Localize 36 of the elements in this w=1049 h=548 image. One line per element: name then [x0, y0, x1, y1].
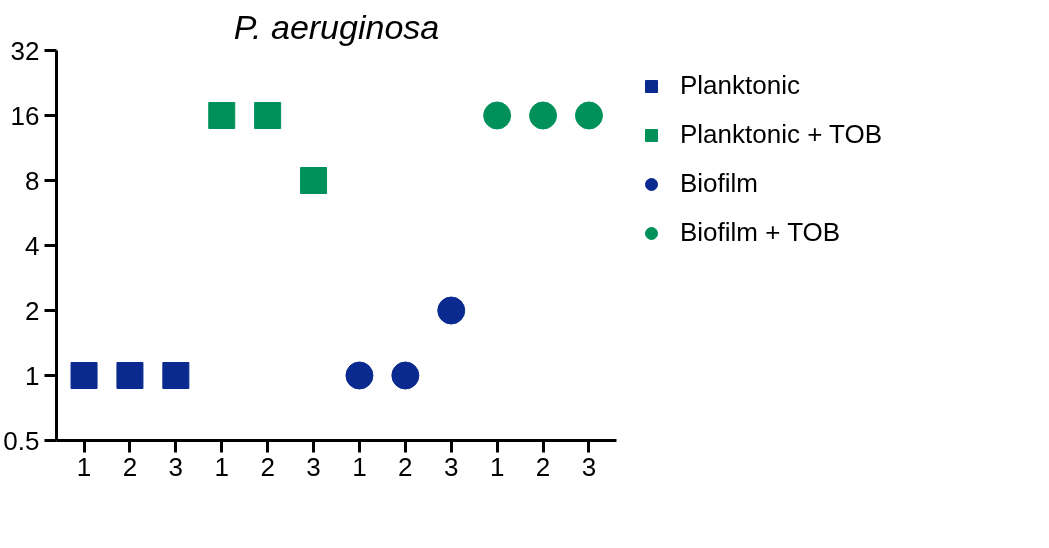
point: [254, 102, 282, 129]
x-tick-label: 2: [122, 451, 138, 482]
point: [345, 361, 374, 390]
y-tick-label: 16: [10, 100, 40, 131]
point: [483, 101, 512, 130]
x-tick-label: 1: [489, 451, 505, 482]
x-tick-label: 3: [306, 451, 321, 482]
point: [208, 102, 236, 129]
chart-title: P. aeruginosa: [233, 7, 440, 46]
legend-label: Biofilm: [680, 168, 759, 199]
x-tick-label: 2: [260, 451, 275, 482]
x-tick-label: 1: [76, 451, 92, 482]
legend-label: Planktonic + TOB: [680, 119, 883, 150]
y-tick-label: 0.5: [3, 425, 40, 456]
legend-label: Biofilm + TOB: [680, 217, 841, 248]
legend-label: Planktonic: [680, 70, 800, 101]
point: [391, 361, 420, 390]
y-tick-label: 1: [25, 360, 40, 391]
x-tick-label: 1: [352, 451, 367, 482]
point: [574, 101, 603, 130]
point: [116, 362, 144, 389]
x-tick-label: 3: [581, 451, 597, 482]
x-tick-label: 2: [535, 451, 551, 482]
point: [162, 362, 190, 389]
x-tick-label: 1: [214, 451, 229, 482]
point: [300, 167, 328, 194]
y-tick-label: 32: [10, 35, 40, 66]
x-tick-label: 3: [168, 451, 184, 482]
point: [437, 296, 466, 325]
x-tick-label: 2: [398, 451, 413, 482]
point: [529, 101, 558, 130]
point: [70, 362, 98, 389]
y-tick-label: 4: [25, 230, 40, 261]
x-tick-label: 3: [444, 451, 459, 482]
y-tick-label: 2: [25, 295, 40, 326]
y-tick-label: 8: [25, 165, 40, 196]
